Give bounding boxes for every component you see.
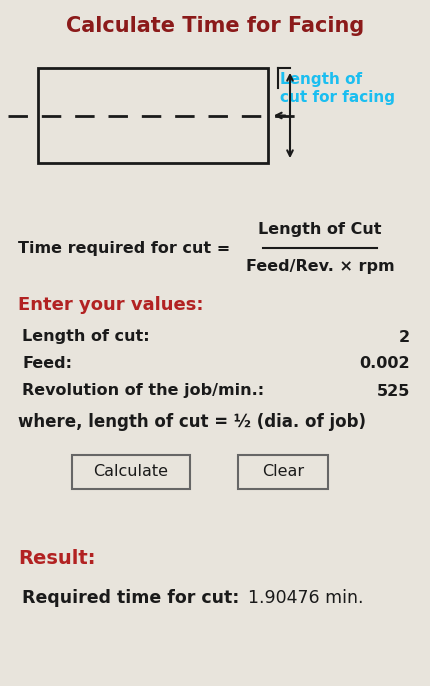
Text: Feed/Rev. × rpm: Feed/Rev. × rpm xyxy=(246,259,394,274)
Text: Result:: Result: xyxy=(18,549,95,567)
Text: where, length of cut = ½ (dia. of job): where, length of cut = ½ (dia. of job) xyxy=(18,413,366,431)
Text: 525: 525 xyxy=(377,383,410,399)
Text: Length of cut:: Length of cut: xyxy=(22,329,150,344)
Text: Clear: Clear xyxy=(262,464,304,480)
Text: Length of
cut for facing: Length of cut for facing xyxy=(280,72,395,105)
Bar xyxy=(72,455,190,489)
Text: Calculate Time for Facing: Calculate Time for Facing xyxy=(66,16,364,36)
Text: Revolution of the job/min.:: Revolution of the job/min.: xyxy=(22,383,264,399)
Bar xyxy=(238,455,328,489)
Text: Required time for cut:: Required time for cut: xyxy=(22,589,240,607)
Text: Calculate: Calculate xyxy=(93,464,169,480)
Text: 0.002: 0.002 xyxy=(359,357,410,372)
Text: Time required for cut =: Time required for cut = xyxy=(18,241,236,255)
Text: 2: 2 xyxy=(399,329,410,344)
Text: 1.90476 min.: 1.90476 min. xyxy=(248,589,363,607)
Text: Enter your values:: Enter your values: xyxy=(18,296,203,314)
Text: Feed:: Feed: xyxy=(22,357,72,372)
Bar xyxy=(38,68,268,163)
Text: Length of Cut: Length of Cut xyxy=(258,222,382,237)
